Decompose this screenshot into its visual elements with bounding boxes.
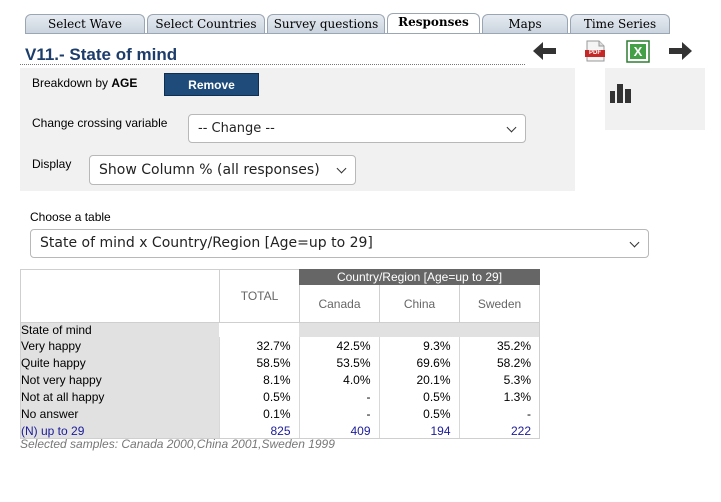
- empty-cell: [219, 322, 299, 337]
- total-cell: 8.1%: [218, 371, 299, 388]
- row-label: Not very happy: [20, 371, 219, 388]
- tab-time-series[interactable]: Time Series: [570, 14, 670, 34]
- excel-label: X: [633, 44, 643, 59]
- header-divider: [219, 269, 220, 322]
- table-select[interactable]: State of mind x Country/Region [Age=up t…: [30, 229, 649, 258]
- display-select[interactable]: Show Column % (all responses): [89, 155, 356, 185]
- col-divider: [379, 285, 380, 322]
- tab-responses[interactable]: Responses: [387, 13, 480, 34]
- row-label: Not at all happy: [20, 388, 219, 405]
- row-label: No answer: [20, 405, 219, 422]
- results-body: State of mind Very happy 32.7% 42.5% 9.3…: [20, 322, 539, 439]
- arrow-right-icon[interactable]: [668, 41, 692, 61]
- breakdown-prefix: Breakdown by: [32, 76, 112, 90]
- row-label: Quite happy: [20, 354, 219, 371]
- table-row: Quite happy 58.5% 53.5% 69.6% 58.2%: [20, 354, 539, 371]
- total-header: TOTAL: [240, 289, 279, 303]
- table-select-value: State of mind x Country/Region [Age=up t…: [40, 235, 373, 251]
- value-cell: 53.5%: [298, 354, 379, 371]
- choose-table-label: Choose a table: [30, 210, 111, 224]
- excel-icon[interactable]: X: [626, 40, 650, 63]
- col-divider: [459, 285, 460, 322]
- tab-survey-questions[interactable]: Survey questions: [267, 14, 385, 34]
- value-cell: 4.0%: [298, 371, 379, 388]
- value-cell: -: [298, 388, 379, 405]
- value-cell: 42.5%: [298, 337, 379, 354]
- pdf-file-shape: [585, 40, 605, 62]
- table-row-n: (N) up to 29 825 409 194 222: [20, 422, 539, 439]
- display-label: Display: [32, 157, 72, 171]
- crossing-select-value: -- Change --: [198, 121, 275, 136]
- value-cell: 1.3%: [458, 388, 539, 405]
- value-cell: -: [298, 405, 379, 422]
- tab-maps[interactable]: Maps: [482, 14, 568, 34]
- pdf-icon[interactable]: PDF: [584, 40, 606, 62]
- value-cell: 5.3%: [458, 371, 539, 388]
- value-cell: 69.6%: [378, 354, 459, 371]
- breakdown-variable: AGE: [111, 76, 138, 90]
- value-cell: 0.5%: [378, 405, 459, 422]
- n-total-cell: 825: [218, 422, 299, 439]
- n-value-cell: 194: [378, 422, 459, 439]
- crossing-select[interactable]: -- Change --: [188, 114, 526, 143]
- table-row: State of mind: [20, 322, 539, 337]
- empty-cell: [299, 322, 539, 337]
- chevron-down-icon: [629, 237, 640, 247]
- n-value-cell: 409: [298, 422, 379, 439]
- table-row: No answer 0.1% - 0.5% -: [20, 405, 539, 422]
- total-cell: 58.5%: [218, 354, 299, 371]
- samples-footnote: Selected samples: Canada 2000,China 2001…: [20, 437, 335, 451]
- value-cell: 20.1%: [378, 371, 459, 388]
- tab-select-wave[interactable]: Select Wave: [25, 14, 145, 34]
- value-cell: 35.2%: [458, 337, 539, 354]
- pdf-label: PDF: [589, 50, 601, 56]
- total-cell: 0.1%: [218, 405, 299, 422]
- chevron-down-icon: [506, 122, 517, 132]
- excel-sheet-shape: [626, 40, 650, 63]
- value-cell: -: [458, 405, 539, 422]
- section-label: State of mind: [20, 322, 219, 337]
- group-header: Country/Region [Age=up to 29]: [299, 269, 540, 285]
- n-row-label: (N) up to 29: [20, 422, 219, 439]
- table-row: Not very happy 8.1% 4.0% 20.1% 5.3%: [20, 371, 539, 388]
- display-select-value: Show Column % (all responses): [99, 162, 320, 178]
- remove-button[interactable]: Remove: [164, 73, 259, 96]
- chevron-down-icon: [336, 163, 347, 174]
- n-value-cell: 222: [458, 422, 539, 439]
- total-cell: 32.7%: [218, 337, 299, 354]
- arrow-left-icon[interactable]: [533, 41, 557, 61]
- tab-select-countries[interactable]: Select Countries: [147, 14, 265, 34]
- column-header-china: China: [403, 297, 436, 311]
- table-header-frame: [20, 269, 540, 322]
- title-underline: [20, 64, 525, 65]
- table-row: Very happy 32.7% 42.5% 9.3% 35.2%: [20, 337, 539, 354]
- value-cell: 0.5%: [378, 388, 459, 405]
- tab-divider: [25, 33, 670, 34]
- value-cell: 9.3%: [378, 337, 459, 354]
- breakdown-label: Breakdown by AGE: [32, 76, 137, 90]
- page-title: V11.- State of mind: [25, 45, 178, 64]
- crossing-label: Change crossing variable: [32, 116, 168, 130]
- column-header-sweden: Sweden: [477, 297, 522, 311]
- total-cell: 0.5%: [218, 388, 299, 405]
- table-row: Not at all happy 0.5% - 0.5% 1.3%: [20, 388, 539, 405]
- bar-chart-icon[interactable]: [609, 82, 633, 104]
- col-divider: [299, 285, 300, 322]
- value-cell: 58.2%: [458, 354, 539, 371]
- column-header-canada: Canada: [318, 297, 361, 311]
- row-label: Very happy: [20, 337, 219, 354]
